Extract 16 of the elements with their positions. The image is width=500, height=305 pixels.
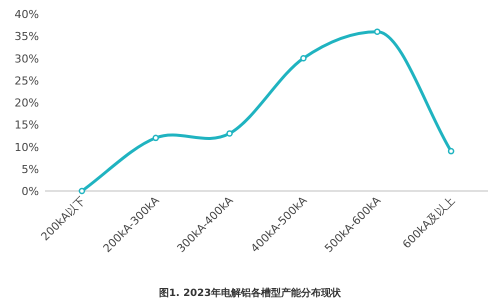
y-tick-label: 20% — [14, 96, 39, 110]
text: 图1. 2023年电解铝各槽型产能分布现状 — [158, 287, 342, 299]
point — [300, 55, 307, 62]
y-tick-label: 10% — [14, 140, 39, 154]
y-tick-label: 30% — [14, 52, 39, 66]
point — [78, 188, 86, 194]
y-tick-label: 35% — [14, 30, 39, 44]
y-tick-label: 40% — [14, 8, 39, 21]
point — [226, 130, 233, 137]
point — [374, 28, 380, 35]
y-tick-label: 25% — [14, 74, 39, 88]
y-tick-label: 5% — [22, 162, 39, 176]
point — [152, 134, 159, 142]
y-tick-label: 0% — [22, 185, 39, 198]
y-tick-label: 15% — [14, 118, 39, 132]
point — [448, 148, 454, 154]
